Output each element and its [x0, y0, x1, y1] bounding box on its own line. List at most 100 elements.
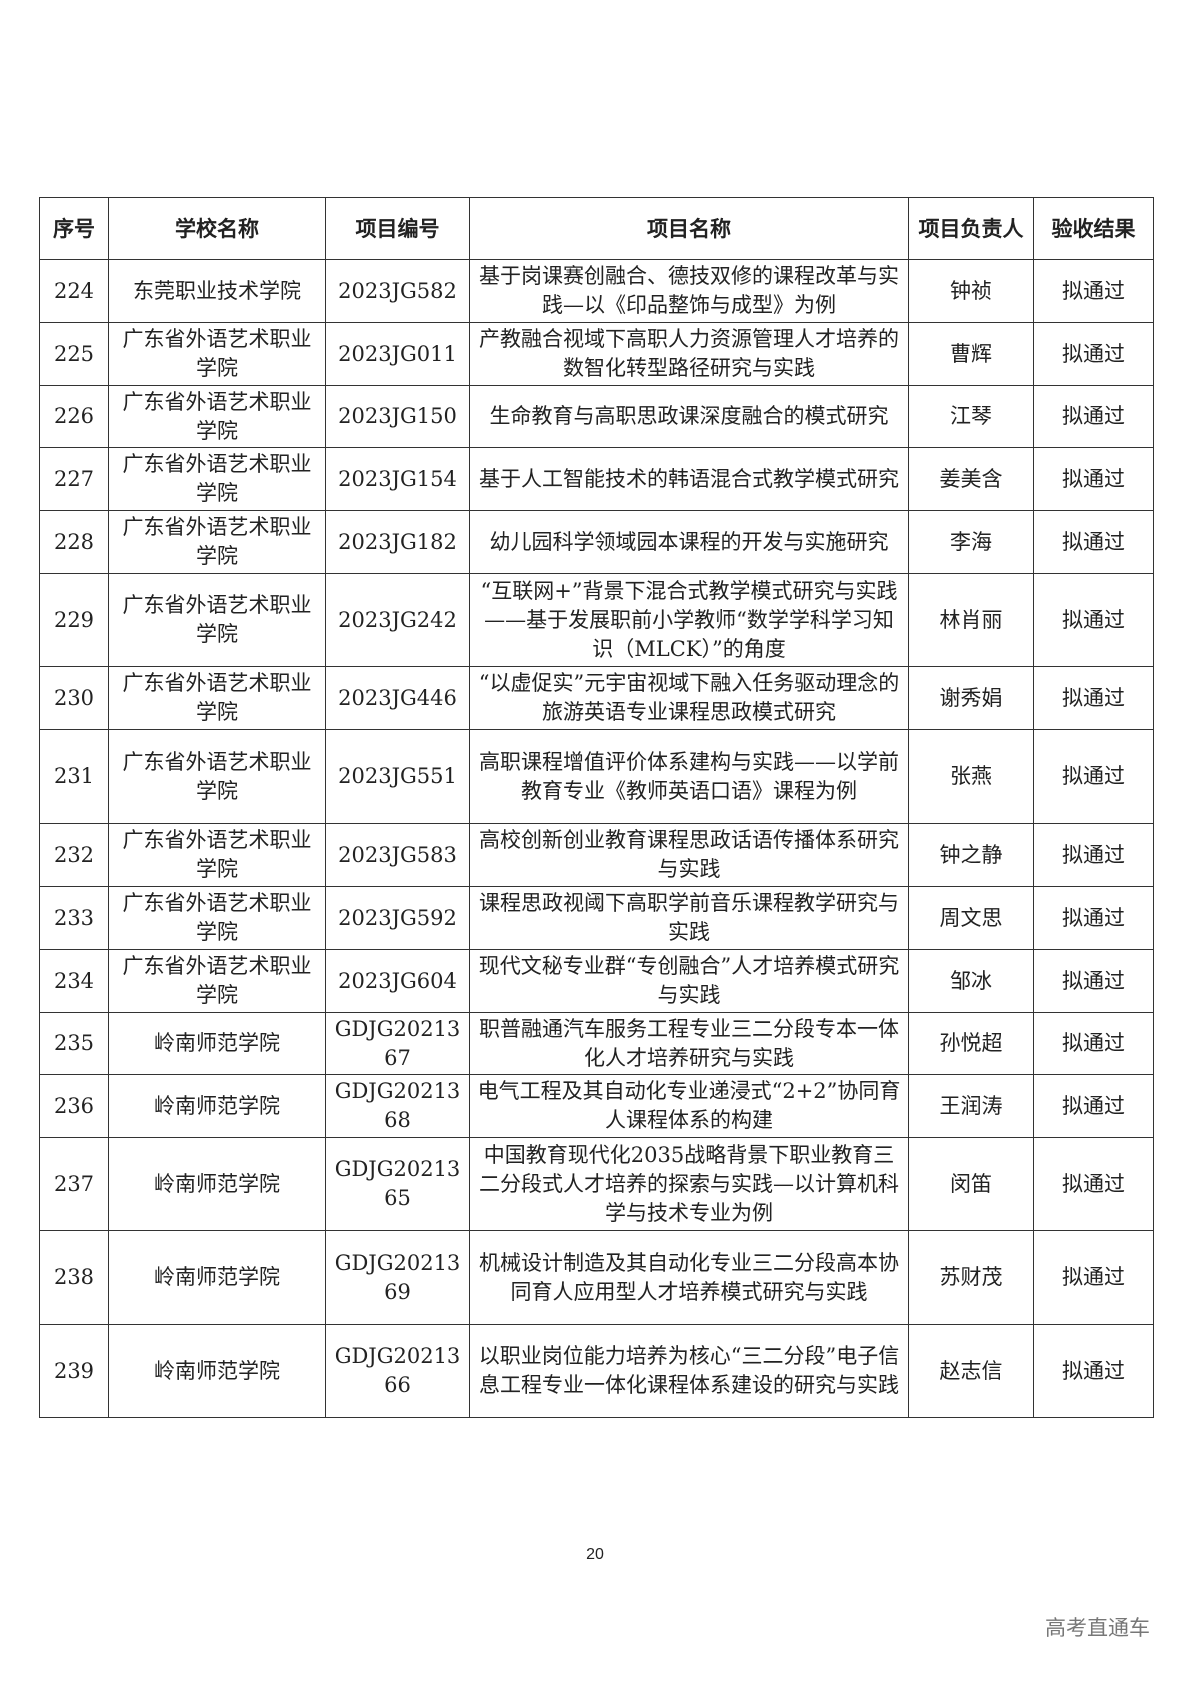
- project-code: 2023JG182: [325, 510, 470, 574]
- project-leader: 苏财茂: [908, 1230, 1034, 1325]
- header-project-name: 项目名称: [469, 197, 909, 260]
- school-name: 广东省外语艺术职业学院: [108, 510, 326, 574]
- page-number: 20: [586, 1546, 604, 1563]
- project-code: 2023JG582: [325, 259, 470, 323]
- table-row: 225 广东省外语艺术职业学院 2023JG011 产教融合视域下高职人力资源管理人才…: [39, 322, 1154, 386]
- table-header: 序号 学校名称 项目编号 项目名称 项目负责人 验收结果: [39, 197, 1154, 260]
- project-name: 产教融合视域下高职人力资源管理人才培养的数智化转型路径研究与实践: [469, 322, 909, 386]
- project-name: 生命教育与高职思政课深度融合的模式研究: [469, 385, 909, 448]
- row-number: 236: [39, 1074, 109, 1138]
- project-code: 2023JG551: [325, 729, 470, 824]
- project-name: 以职业岗位能力培养为核心“三二分段”电子信息工程专业一体化课程体系建设的研究与实…: [469, 1324, 909, 1418]
- project-name: 电气工程及其自动化专业递浸式“2+2”协同育人课程体系的构建: [469, 1074, 909, 1138]
- acceptance-result: 拟通过: [1033, 1230, 1154, 1325]
- row-number: 230: [39, 666, 109, 730]
- table-row: 236 岭南师范学院 GDJG2021368 电气工程及其自动化专业递浸式“2+2”协…: [39, 1074, 1154, 1138]
- row-number: 238: [39, 1230, 109, 1325]
- project-name: 基于岗课赛创融合、德技双修的课程改革与实践—以《印品整饰与成型》为例: [469, 259, 909, 323]
- project-name: 职普融通汽车服务工程专业三二分段专本一体化人才培养研究与实践: [469, 1012, 909, 1075]
- project-code: GDJG2021369: [325, 1230, 470, 1325]
- project-leader: 赵志信: [908, 1324, 1034, 1418]
- header-no: 序号: [39, 197, 109, 260]
- project-code: GDJG2021368: [325, 1074, 470, 1138]
- acceptance-result: 拟通过: [1033, 259, 1154, 323]
- project-name: “互联网+”背景下混合式教学模式研究与实践——基于发展职前小学教师“数学学科学习…: [469, 573, 909, 667]
- school-name: 岭南师范学院: [108, 1230, 326, 1325]
- acceptance-result: 拟通过: [1033, 823, 1154, 887]
- project-code: 2023JG011: [325, 322, 470, 386]
- project-leader: 钟之静: [908, 823, 1034, 887]
- row-number: 227: [39, 447, 109, 511]
- header-code: 项目编号: [325, 197, 470, 260]
- acceptance-result: 拟通过: [1033, 1012, 1154, 1075]
- table-row: 234 广东省外语艺术职业学院 2023JG604 现代文秘专业群“专创融合”人才培养…: [39, 949, 1154, 1013]
- watermark: 高考直通车: [1045, 1616, 1150, 1640]
- project-code: GDJG2021366: [325, 1324, 470, 1418]
- row-number: 239: [39, 1324, 109, 1418]
- school-name: 岭南师范学院: [108, 1324, 326, 1418]
- header-school: 学校名称: [108, 197, 326, 260]
- acceptance-result: 拟通过: [1033, 573, 1154, 667]
- project-leader: 江琴: [908, 385, 1034, 448]
- project-leader: 张燕: [908, 729, 1034, 824]
- project-acceptance-table: 序号 学校名称 项目编号 项目名称 项目负责人 验收结果 224 东莞职业技术学院…: [39, 197, 1154, 1418]
- school-name: 广东省外语艺术职业学院: [108, 322, 326, 386]
- project-leader: 林肖丽: [908, 573, 1034, 667]
- table-row: 231 广东省外语艺术职业学院 2023JG551 高职课程增值评价体系建构与实践——…: [39, 729, 1154, 824]
- table-row: 235 岭南师范学院 GDJG2021367 职普融通汽车服务工程专业三二分段专本一体…: [39, 1012, 1154, 1075]
- school-name: 广东省外语艺术职业学院: [108, 949, 326, 1013]
- project-leader: 姜美含: [908, 447, 1034, 511]
- row-number: 233: [39, 886, 109, 950]
- project-leader: 曹辉: [908, 322, 1034, 386]
- project-leader: 周文思: [908, 886, 1034, 950]
- table-row: 228 广东省外语艺术职业学院 2023JG182 幼儿园科学领域园本课程的开发与实施…: [39, 510, 1154, 574]
- project-name: 课程思政视阈下高职学前音乐课程教学研究与实践: [469, 886, 909, 950]
- school-name: 广东省外语艺术职业学院: [108, 729, 326, 824]
- acceptance-result: 拟通过: [1033, 729, 1154, 824]
- project-code: 2023JG604: [325, 949, 470, 1013]
- project-code: 2023JG242: [325, 573, 470, 667]
- project-code: 2023JG583: [325, 823, 470, 887]
- project-name: 高校创新创业教育课程思政话语传播体系研究与实践: [469, 823, 909, 887]
- acceptance-result: 拟通过: [1033, 1137, 1154, 1231]
- table-row: 237 岭南师范学院 GDJG2021365 中国教育现代化2035战略背景下职业教育…: [39, 1137, 1154, 1231]
- acceptance-result: 拟通过: [1033, 510, 1154, 574]
- row-number: 234: [39, 949, 109, 1013]
- row-number: 235: [39, 1012, 109, 1075]
- project-leader: 谢秀娟: [908, 666, 1034, 730]
- project-leader: 王润涛: [908, 1074, 1034, 1138]
- project-name: 幼儿园科学领域园本课程的开发与实施研究: [469, 510, 909, 574]
- header-result: 验收结果: [1033, 197, 1154, 260]
- acceptance-result: 拟通过: [1033, 666, 1154, 730]
- row-number: 225: [39, 322, 109, 386]
- school-name: 广东省外语艺术职业学院: [108, 447, 326, 511]
- project-name: 机械设计制造及其自动化专业三二分段高本协同育人应用型人才培养模式研究与实践: [469, 1230, 909, 1325]
- project-name: 基于人工智能技术的韩语混合式教学模式研究: [469, 447, 909, 511]
- acceptance-result: 拟通过: [1033, 1074, 1154, 1138]
- row-number: 237: [39, 1137, 109, 1231]
- table-row: 224 东莞职业技术学院 2023JG582 基于岗课赛创融合、德技双修的课程改革与实…: [39, 259, 1154, 323]
- row-number: 224: [39, 259, 109, 323]
- acceptance-result: 拟通过: [1033, 886, 1154, 950]
- row-number: 229: [39, 573, 109, 667]
- row-number: 228: [39, 510, 109, 574]
- project-name: “以虚促实”元宇宙视域下融入任务驱动理念的旅游英语专业课程思政模式研究: [469, 666, 909, 730]
- table-row: 232 广东省外语艺术职业学院 2023JG583 高校创新创业教育课程思政话语传播体…: [39, 823, 1154, 887]
- project-code: GDJG2021367: [325, 1012, 470, 1075]
- project-name: 现代文秘专业群“专创融合”人才培养模式研究与实践: [469, 949, 909, 1013]
- acceptance-result: 拟通过: [1033, 322, 1154, 386]
- header-leader: 项目负责人: [908, 197, 1034, 260]
- table-row: 233 广东省外语艺术职业学院 2023JG592 课程思政视阈下高职学前音乐课程教学…: [39, 886, 1154, 950]
- project-leader: 钟祯: [908, 259, 1034, 323]
- table-row: 238 岭南师范学院 GDJG2021369 机械设计制造及其自动化专业三二分段高本协…: [39, 1230, 1154, 1325]
- project-leader: 李海: [908, 510, 1034, 574]
- row-number: 231: [39, 729, 109, 824]
- project-code: 2023JG154: [325, 447, 470, 511]
- table-row: 239 岭南师范学院 GDJG2021366 以职业岗位能力培养为核心“三二分段”电子…: [39, 1324, 1154, 1418]
- project-code: 2023JG592: [325, 886, 470, 950]
- acceptance-result: 拟通过: [1033, 949, 1154, 1013]
- school-name: 岭南师范学院: [108, 1012, 326, 1075]
- project-code: 2023JG446: [325, 666, 470, 730]
- acceptance-result: 拟通过: [1033, 385, 1154, 448]
- project-leader: 邹冰: [908, 949, 1034, 1013]
